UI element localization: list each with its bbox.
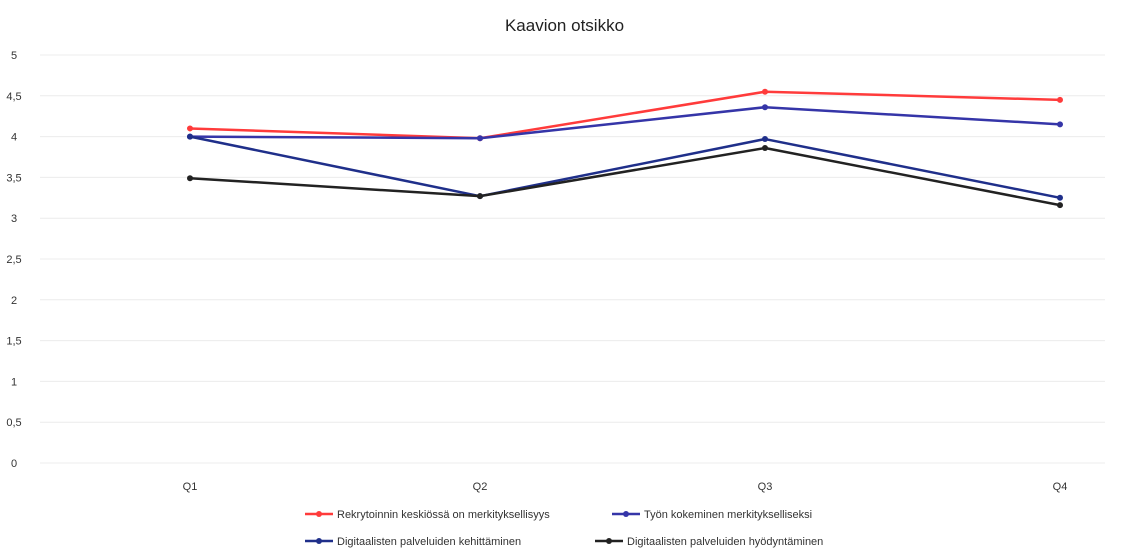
series-line [189, 146, 1061, 207]
y-tick-label: 4 [11, 132, 17, 144]
y-tick-label: 0 [11, 458, 17, 470]
x-tick-label: Q2 [473, 481, 488, 493]
x-tick-label: Q3 [758, 481, 773, 493]
data-point [477, 193, 483, 200]
data-point [477, 135, 483, 142]
series-line [189, 135, 1061, 200]
x-tick-label: Q1 [183, 481, 198, 493]
data-point [762, 104, 768, 111]
legend-label: Työn kokeminen merkitykselliseksi [644, 509, 812, 521]
y-tick-label: 2 [11, 295, 17, 307]
legend-label: Digitaalisten palveluiden hyödyntäminen [627, 536, 823, 548]
y-tick-label: 3,5 [6, 172, 21, 184]
legend-marker [606, 538, 612, 544]
legend-marker [316, 511, 322, 517]
y-tick-label: 4,5 [6, 91, 21, 103]
y-tick-label: 1 [11, 376, 17, 388]
data-point [187, 175, 193, 182]
legend-label: Rekrytoinnin keskiössä on merkityksellis… [337, 509, 550, 521]
data-point [762, 88, 768, 95]
x-tick-label: Q4 [1053, 481, 1068, 493]
series-line [189, 90, 1061, 140]
legend-label: Digitaalisten palveluiden kehittäminen [337, 536, 521, 548]
data-point [762, 145, 768, 152]
data-point [1057, 194, 1063, 201]
y-tick-label: 0,5 [6, 417, 21, 429]
y-tick-label: 3 [11, 213, 17, 225]
data-point [187, 125, 193, 132]
legend-marker [316, 538, 322, 544]
data-point [1057, 96, 1063, 103]
y-tick-label: 2,5 [6, 254, 21, 266]
y-tick-label: 5 [11, 50, 17, 62]
legend-marker [623, 511, 629, 517]
data-point [1057, 121, 1063, 128]
y-tick-label: 1,5 [6, 336, 21, 348]
data-point [1057, 202, 1063, 209]
chart-title: Kaavion otsikko [504, 16, 625, 35]
data-point [187, 133, 193, 140]
data-point [762, 136, 768, 143]
series-line [189, 105, 1061, 140]
